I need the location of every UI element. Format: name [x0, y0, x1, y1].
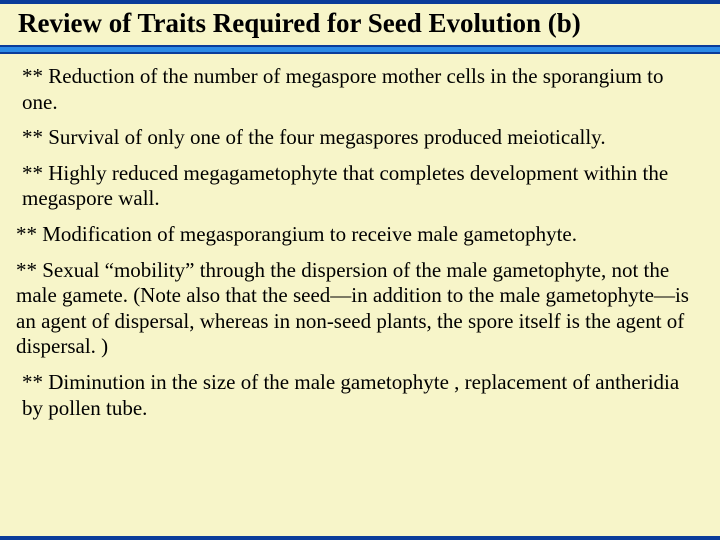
title-underline-rule: [0, 45, 720, 54]
bullet-item: ** Reduction of the number of megaspore …: [22, 64, 698, 115]
slide: Review of Traits Required for Seed Evolu…: [0, 0, 720, 540]
title-region: Review of Traits Required for Seed Evolu…: [0, 4, 720, 45]
body-region: ** Reduction of the number of megaspore …: [0, 54, 720, 421]
slide-title: Review of Traits Required for Seed Evolu…: [18, 8, 702, 39]
bullet-item: ** Modification of megasporangium to rec…: [16, 222, 698, 248]
bullet-item: ** Survival of only one of the four mega…: [22, 125, 698, 151]
bullet-item: ** Sexual “mobility” through the dispers…: [16, 258, 698, 360]
bullet-item: ** Highly reduced megagametophyte that c…: [22, 161, 698, 212]
bullet-item: ** Diminution in the size of the male ga…: [22, 370, 698, 421]
